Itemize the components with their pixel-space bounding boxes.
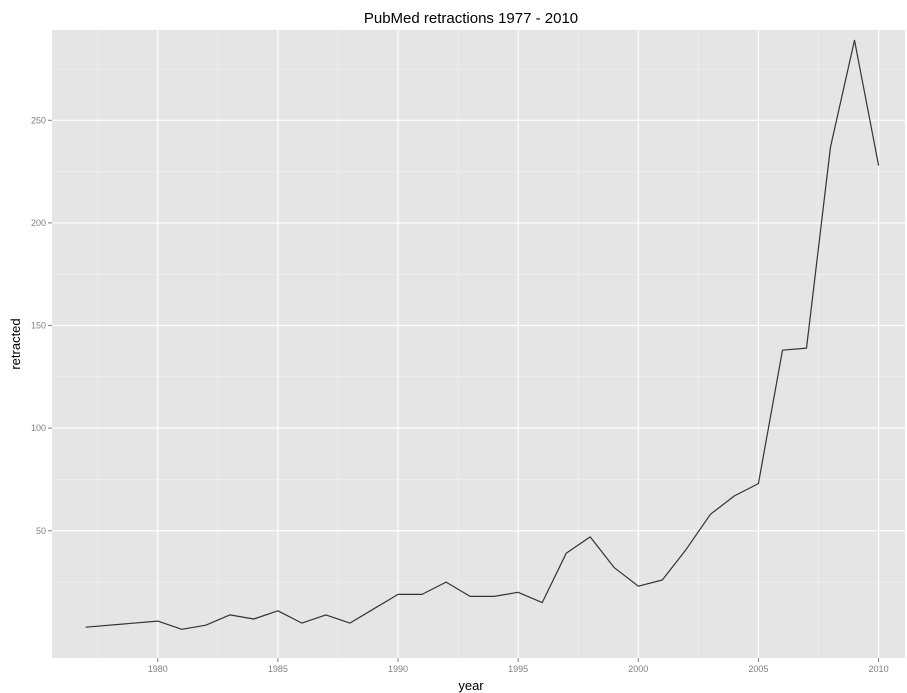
y-tick-label: 100	[31, 423, 46, 433]
y-tick-label: 150	[31, 321, 46, 331]
x-axis-ticks: 1980 1985 1990 1995 2000 2005 2010	[148, 658, 889, 674]
major-grid	[52, 30, 905, 658]
y-tick-label: 50	[36, 526, 46, 536]
x-tick-label: 1985	[268, 664, 288, 674]
x-axis-title: year	[458, 678, 484, 693]
y-tick-label: 250	[31, 115, 46, 125]
series-line	[85, 39, 880, 630]
x-tick-label: 2005	[748, 664, 768, 674]
x-tick-label: 2000	[628, 664, 648, 674]
x-tick-label: 1980	[148, 664, 168, 674]
x-tick-label: 1990	[388, 664, 408, 674]
y-tick-label: 200	[31, 218, 46, 228]
x-tick-label: 2010	[869, 664, 889, 674]
y-axis-title: retracted	[8, 318, 23, 369]
y-axis-ticks: 50 100 150 200 250	[31, 115, 52, 536]
x-tick-label: 1995	[508, 664, 528, 674]
plot-panel	[52, 30, 905, 658]
chart-title: PubMed retractions 1977 - 2010	[364, 10, 578, 27]
minor-grid	[52, 30, 905, 658]
